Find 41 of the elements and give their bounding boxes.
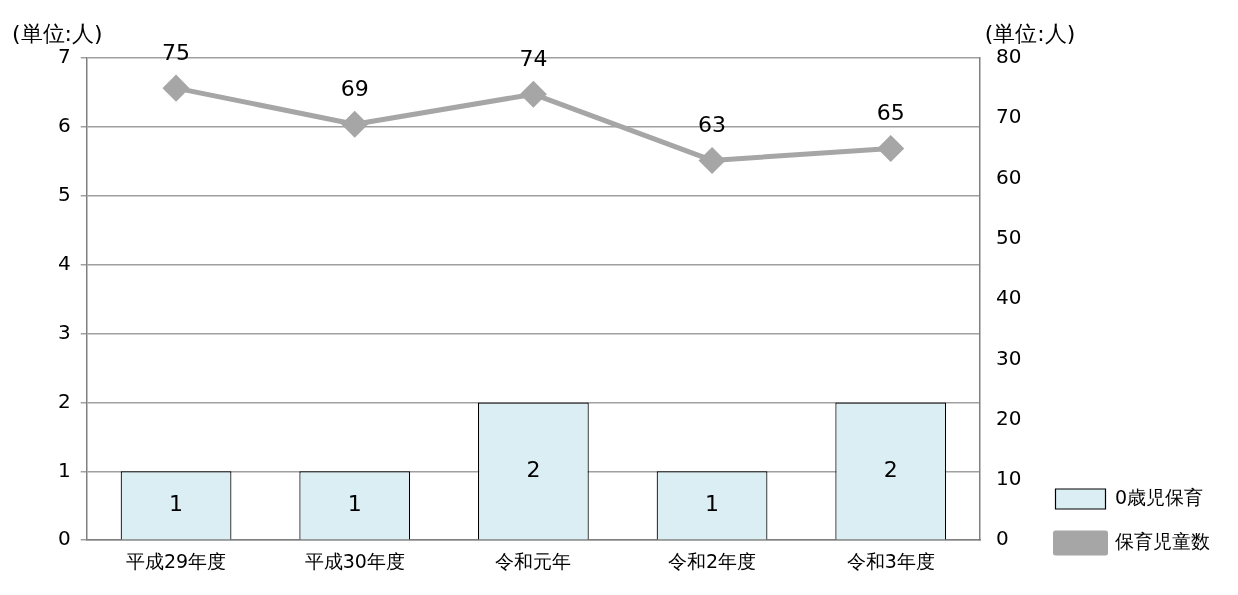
data-label: 69: [340, 76, 369, 102]
y2-axis-title: (単位:人): [984, 20, 1076, 46]
y-tick-label: 7: [57, 44, 71, 69]
y-tick-label: 4: [57, 250, 71, 275]
y-tick-label: 2: [57, 388, 71, 413]
y2-tick-label: 80: [996, 44, 1022, 69]
x-tick-label: 令和2年度: [668, 549, 757, 572]
x-tick-label: 令和元年: [495, 549, 572, 572]
data-label: 74: [519, 45, 548, 71]
y-tick-label: 3: [57, 319, 71, 344]
y-tick-label: 6: [57, 113, 71, 138]
y-axis-title: (単位:人): [12, 20, 103, 46]
legend-label: 0歳児保育: [1115, 485, 1204, 508]
y-tick-label: 1: [57, 457, 71, 482]
y2-tick-label: 30: [996, 345, 1022, 370]
y-tick-label: 0: [57, 526, 71, 551]
x-tick-label: 平成30年度: [304, 549, 405, 572]
point: [878, 135, 904, 161]
y2-tick-label: 60: [996, 164, 1022, 189]
point: [342, 111, 368, 137]
y2-tick-label: 40: [996, 285, 1022, 310]
y2-tick-label: 0: [996, 526, 1009, 551]
y-tick-label: 5: [57, 181, 71, 206]
x-tick-label: 令和3年度: [846, 549, 935, 572]
y2-tick-label: 20: [996, 405, 1022, 430]
data-label: 1: [169, 491, 184, 517]
point: [163, 75, 189, 101]
point: [520, 81, 546, 107]
y2-tick-label: 50: [996, 225, 1022, 250]
data-label: 1: [705, 491, 720, 517]
point: [699, 147, 725, 173]
x-tick-label: 平成29年度: [125, 549, 227, 572]
data-label: 2: [526, 456, 541, 482]
data-label: 65: [876, 100, 905, 126]
data-label: 63: [698, 112, 727, 138]
legend-label: 保育児童数: [1115, 529, 1210, 552]
y2-tick-label: 10: [996, 466, 1022, 491]
data-label: 75: [162, 39, 191, 65]
y2-tick-label: 70: [996, 104, 1022, 129]
data-label: 2: [883, 456, 898, 482]
data-label: 1: [347, 491, 362, 517]
